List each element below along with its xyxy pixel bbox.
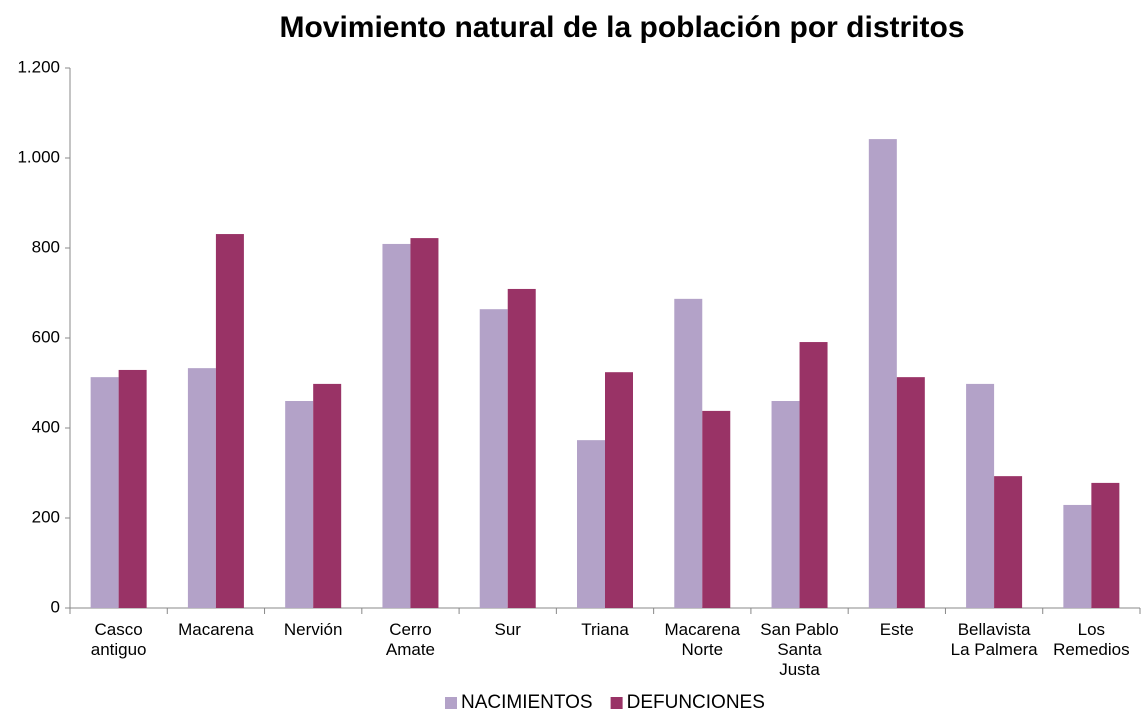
bar bbox=[285, 401, 314, 608]
y-tick-label: 0 bbox=[51, 597, 60, 616]
x-tick-label: Sur bbox=[494, 620, 521, 639]
legend-label: NACIMIENTOS bbox=[461, 692, 593, 711]
y-tick-label: 400 bbox=[32, 417, 60, 436]
legend-label: DEFUNCIONES bbox=[627, 692, 765, 711]
y-tick-label: 1.000 bbox=[17, 147, 60, 166]
y-tick-label: 600 bbox=[32, 327, 60, 346]
bar bbox=[410, 238, 439, 608]
bar bbox=[605, 372, 633, 608]
bar bbox=[382, 243, 411, 608]
y-tick-label: 200 bbox=[32, 507, 60, 526]
x-tick-label: Los Remedios bbox=[1053, 620, 1130, 659]
bar bbox=[118, 369, 147, 608]
bar bbox=[868, 139, 897, 608]
bar bbox=[313, 383, 342, 608]
bar bbox=[771, 401, 800, 608]
legend-swatch bbox=[445, 697, 457, 709]
x-tick-label: Casco antiguo bbox=[90, 620, 147, 659]
bar bbox=[507, 288, 536, 608]
bar bbox=[90, 377, 119, 608]
bar bbox=[896, 377, 925, 608]
y-tick-label: 1.200 bbox=[17, 57, 60, 76]
x-tick-label: Este bbox=[879, 620, 914, 639]
bar bbox=[187, 368, 216, 608]
bar bbox=[799, 342, 828, 608]
bar bbox=[966, 383, 995, 608]
bar bbox=[994, 476, 1023, 608]
bar bbox=[215, 234, 244, 609]
y-tick-label: 800 bbox=[32, 237, 60, 256]
bar bbox=[479, 309, 508, 608]
x-tick-label: Bellavista La Palmera bbox=[950, 620, 1038, 659]
x-tick-label: Nervión bbox=[283, 620, 343, 639]
bar bbox=[702, 410, 731, 608]
bar bbox=[674, 298, 703, 608]
bar bbox=[577, 440, 605, 608]
x-tick-label: San Pablo Santa Justa bbox=[760, 620, 839, 679]
legend-swatch bbox=[610, 697, 623, 709]
bar bbox=[1091, 482, 1120, 608]
chart-title: Movimiento natural de la población por d… bbox=[279, 11, 964, 44]
x-tick-label: Macarena Norte bbox=[664, 620, 741, 659]
x-tick-label: Triana bbox=[581, 620, 629, 639]
x-tick-label: Macarena bbox=[178, 620, 254, 639]
x-tick-label: Cerro Amate bbox=[385, 620, 436, 659]
bar bbox=[1063, 504, 1092, 608]
